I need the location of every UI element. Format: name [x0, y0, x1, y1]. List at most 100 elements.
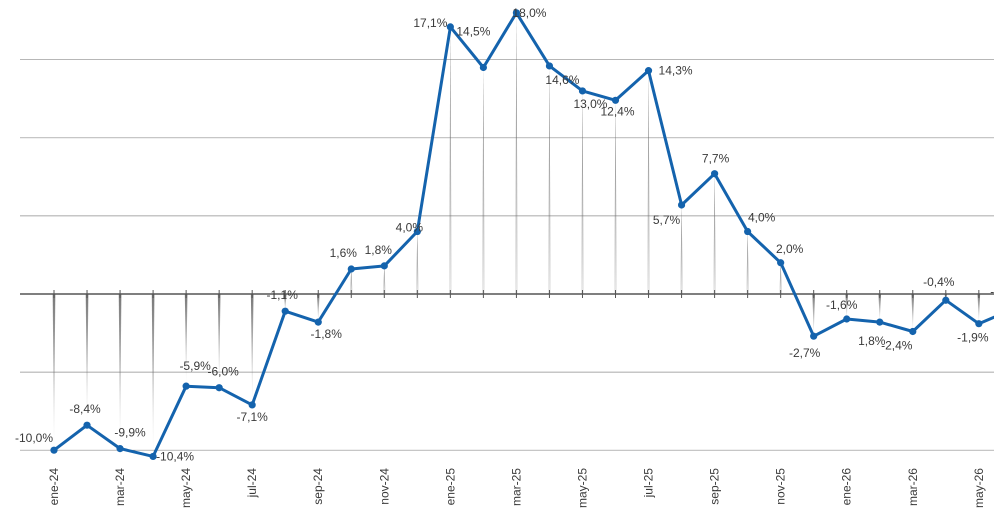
x-tick-label: may-26 [972, 468, 986, 508]
data-point [248, 401, 256, 409]
data-point [744, 227, 752, 236]
drop-line [911, 294, 915, 332]
data-label: 14,3% [659, 64, 693, 78]
drop-line [316, 294, 320, 323]
data-point [876, 318, 884, 326]
data-point [810, 332, 818, 340]
data-point [281, 307, 289, 315]
data-label: -6,0% [207, 365, 239, 379]
data-point [644, 67, 653, 75]
data-point [909, 327, 917, 336]
data-point [116, 445, 124, 453]
data-point [578, 87, 587, 95]
data-point [677, 201, 686, 209]
data-label: 1,6% [330, 246, 358, 260]
drop-line [151, 294, 155, 457]
drop-line [250, 294, 254, 405]
data-label: 18,0% [512, 6, 546, 20]
data-point [347, 265, 355, 273]
data-label: 13,0% [573, 97, 607, 111]
data-label: -1,8% [311, 327, 343, 341]
data-point [777, 259, 785, 267]
data-point [83, 421, 91, 429]
data-label: -0,4% [923, 275, 955, 289]
x-tick-label: mar-25 [509, 468, 523, 506]
drop-line [416, 231, 419, 294]
drop-line [977, 294, 981, 324]
data-point [182, 382, 190, 390]
data-point [446, 23, 454, 31]
data-label: -8,4% [69, 402, 101, 416]
data-point [479, 63, 487, 72]
drop-line [746, 231, 749, 294]
x-tick-label: sep-25 [708, 468, 722, 505]
data-label: 12,4% [600, 104, 634, 118]
data-point [843, 315, 851, 323]
x-tick-label: sep-24 [311, 468, 325, 505]
drop-line [118, 294, 122, 449]
data-point [314, 318, 322, 326]
data-label: -7,1% [237, 410, 269, 424]
data-label: -1,0% [990, 285, 994, 299]
data-point [611, 96, 620, 104]
data-labels: -10,0% -8,4% -9,9% -10,4% -5,9%-6,0% -7,1% -1,… [15, 6, 994, 464]
drop-line [383, 265, 386, 294]
data-point [50, 446, 58, 454]
drop-line [548, 65, 551, 294]
drop-line [878, 294, 882, 323]
x-tick-label: jul-25 [642, 468, 656, 499]
drop-line [482, 67, 485, 294]
drop-line [52, 294, 56, 451]
data-label: 14,5% [456, 25, 490, 39]
drop-line [779, 262, 782, 294]
drop-line [812, 294, 815, 337]
data-label: -1,6% [826, 298, 858, 312]
gridlines [20, 59, 994, 451]
data-point [215, 384, 223, 392]
data-label: -1,9% [957, 331, 989, 345]
x-tick-label: jul-24 [245, 468, 259, 499]
data-point [149, 452, 157, 461]
x-tick-label: nov-24 [377, 468, 391, 505]
data-label: -10,0% [15, 431, 53, 445]
data-label: 1,8% [365, 243, 393, 257]
data-point [711, 170, 719, 178]
data-point [380, 262, 388, 270]
data-label: 4,0% [748, 211, 776, 225]
data-label: -9,9% [114, 426, 146, 440]
drop-line [680, 204, 683, 294]
data-label: -1,1% [267, 288, 299, 302]
data-point [942, 296, 950, 304]
data-point [413, 227, 421, 236]
data-label: 2,0% [776, 242, 804, 256]
drop-line [349, 269, 353, 294]
data-label: 1,8% [858, 334, 886, 348]
data-label: -5,9% [179, 359, 211, 373]
drop-line [713, 173, 716, 294]
x-tick-label: ene-24 [47, 468, 61, 506]
series [50, 9, 994, 461]
drop-line [85, 294, 89, 426]
drop-line [647, 70, 650, 294]
drop-lines [52, 12, 981, 457]
x-tick-labels: ene-24 mar-24 may-24 jul-24 sep-24 nov-24 ene-… [47, 468, 986, 508]
x-tick-label: may-24 [179, 468, 193, 508]
x-tick-label: ene-26 [840, 468, 854, 506]
data-point [975, 320, 983, 328]
x-tick-label: mar-24 [113, 468, 127, 506]
x-tick-label: nov-25 [774, 468, 788, 505]
x-tick-label: may-25 [575, 468, 589, 508]
x-axis [20, 290, 994, 298]
data-label: 4,0% [396, 221, 424, 235]
x-tick-label: ene-25 [443, 468, 457, 506]
drop-line [614, 100, 617, 294]
data-label: -10,4% [156, 449, 194, 463]
data-point [512, 9, 521, 17]
drop-line [217, 294, 221, 388]
data-label: 17,1% [413, 16, 447, 30]
data-label: 5,7% [653, 213, 681, 227]
data-label: -2,4% [881, 338, 913, 352]
drop-line [283, 294, 287, 312]
drop-line [581, 90, 584, 294]
